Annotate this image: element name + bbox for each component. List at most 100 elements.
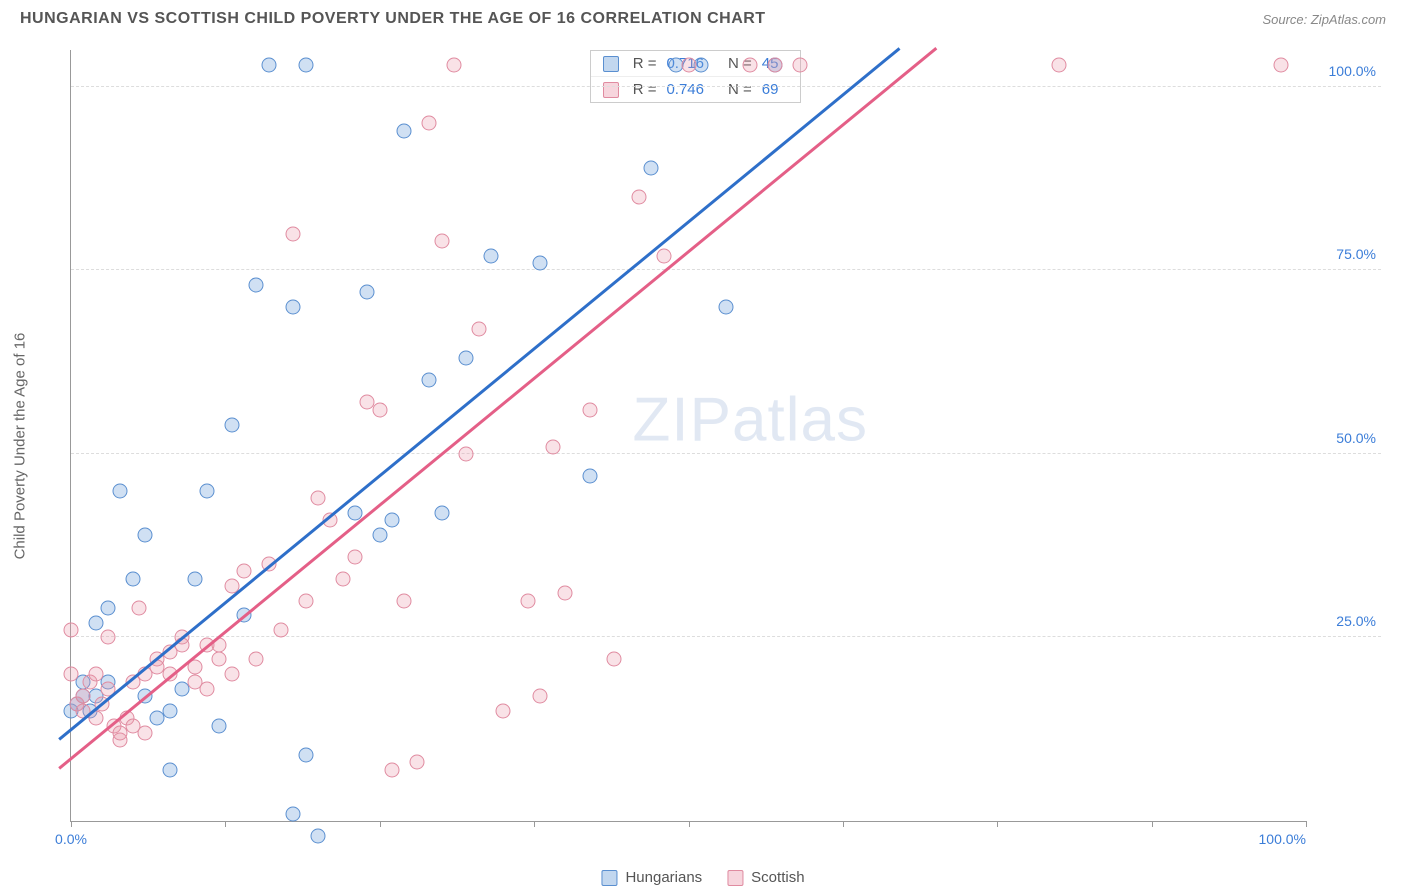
data-point [459,351,474,366]
x-tick [380,821,381,827]
data-point [496,703,511,718]
data-point [249,652,264,667]
trendline-scottish [58,47,937,769]
data-point [261,57,276,72]
gridline [71,453,1381,454]
data-point [311,490,326,505]
data-point [372,527,387,542]
data-point [533,255,548,270]
series-legend: Hungarians Scottish [601,869,804,886]
data-point [397,593,412,608]
data-point [298,57,313,72]
r-label: R = [633,55,657,72]
y-tick-label: 25.0% [1336,613,1376,629]
x-tick-label: 0.0% [55,831,87,847]
data-point [273,623,288,638]
x-tick [1306,821,1307,827]
data-point [397,123,412,138]
data-point [767,57,782,72]
data-point [409,755,424,770]
data-point [446,57,461,72]
x-tick [689,821,690,827]
data-point [88,667,103,682]
x-tick [534,821,535,827]
legend-label: Scottish [751,869,804,886]
data-point [88,615,103,630]
data-point [681,57,696,72]
x-tick [843,821,844,827]
data-point [311,828,326,843]
data-point [199,483,214,498]
data-point [187,571,202,586]
plot-area: ZIPatlas R = 0.716 N = 45 R = 0.746 N = … [70,50,1306,822]
data-point [101,630,116,645]
data-point [249,277,264,292]
data-point [199,681,214,696]
data-point [1274,57,1289,72]
data-point [422,116,437,131]
swatch-icon [603,82,619,98]
data-point [64,623,79,638]
x-tick-label: 100.0% [1259,831,1306,847]
y-tick-label: 50.0% [1336,430,1376,446]
data-point [471,322,486,337]
data-point [582,402,597,417]
data-point [138,725,153,740]
r-value: 0.746 [666,81,704,98]
data-point [236,564,251,579]
x-tick [997,821,998,827]
y-tick-label: 100.0% [1329,63,1376,79]
data-point [545,439,560,454]
source-attribution: Source: ZipAtlas.com [1262,12,1386,27]
chart-title: HUNGARIAN VS SCOTTISH CHILD POVERTY UNDE… [20,10,766,28]
data-point [298,593,313,608]
data-point [162,703,177,718]
x-tick [1152,821,1153,827]
swatch-icon [601,870,617,886]
data-point [138,527,153,542]
x-tick [71,821,72,827]
x-tick [225,821,226,827]
data-point [632,189,647,204]
data-point [113,483,128,498]
stats-row-scottish: R = 0.746 N = 69 [591,76,801,102]
data-point [582,468,597,483]
chart-header: HUNGARIAN VS SCOTTISH CHILD POVERTY UNDE… [0,0,1406,34]
data-point [385,512,400,527]
data-point [125,571,140,586]
data-point [76,689,91,704]
watermark-text: ZIPatlas [633,385,868,456]
data-point [360,285,375,300]
data-point [212,718,227,733]
data-point [607,652,622,667]
data-point [644,160,659,175]
data-point [792,57,807,72]
data-point [286,226,301,241]
gridline [71,636,1381,637]
y-tick-label: 75.0% [1336,246,1376,262]
legend-item-scottish: Scottish [727,869,804,886]
data-point [224,667,239,682]
data-point [64,667,79,682]
data-point [372,402,387,417]
chart-container: Child Poverty Under the Age of 16 ZIPatl… [50,40,1381,852]
data-point [422,373,437,388]
swatch-icon [603,56,619,72]
n-value: 69 [762,81,779,98]
data-point [286,806,301,821]
data-point [224,417,239,432]
data-point [533,689,548,704]
r-label: R = [633,81,657,98]
data-point [212,652,227,667]
data-point [434,233,449,248]
n-label: N = [728,81,752,98]
data-point [656,248,671,263]
data-point [162,762,177,777]
data-point [286,300,301,315]
data-point [520,593,535,608]
swatch-icon [727,870,743,886]
data-point [131,601,146,616]
legend-label: Hungarians [625,869,702,886]
data-point [483,248,498,263]
data-point [385,762,400,777]
